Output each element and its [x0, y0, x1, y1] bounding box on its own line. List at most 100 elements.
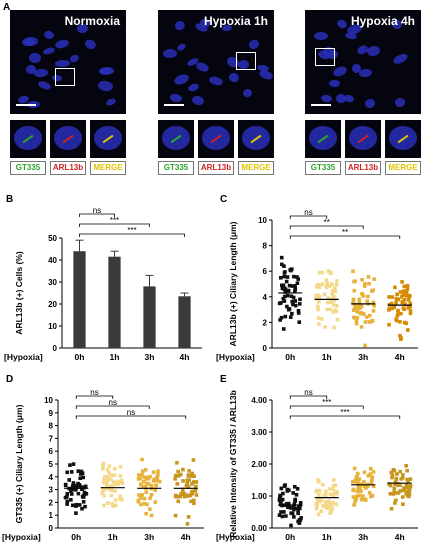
- data-point: [327, 506, 331, 511]
- chart-b: B 0 10 20 30 40 50 ARL13b (+) Cells (%) 0h 1h 3h 4h…: [4, 194, 202, 362]
- nucleus: [29, 52, 42, 64]
- data-point: [393, 498, 398, 503]
- data-point: [325, 504, 329, 508]
- data-point: [389, 301, 394, 306]
- data-point: [282, 264, 286, 268]
- data-point: [116, 482, 121, 487]
- data-point: [353, 479, 357, 483]
- nucleus: [104, 97, 117, 108]
- data-point: [293, 499, 297, 503]
- nucleus: [313, 31, 329, 41]
- nucleus: [163, 48, 178, 59]
- data-point: [286, 288, 291, 293]
- data-point: [190, 482, 194, 486]
- data-point: [189, 474, 193, 478]
- data-point: [281, 491, 285, 496]
- data-point: [173, 513, 178, 518]
- data-point: [332, 286, 337, 290]
- data-point: [284, 514, 288, 518]
- data-point: [136, 473, 141, 477]
- data-point: [353, 305, 358, 309]
- data-point: [359, 325, 364, 329]
- data-point: [138, 482, 143, 486]
- data-point: [277, 513, 282, 517]
- y-tick-label: 0: [49, 524, 54, 533]
- data-point: [389, 470, 394, 475]
- data-point: [314, 489, 319, 494]
- data-point: [189, 499, 193, 504]
- data-point: [357, 300, 362, 305]
- data-point: [293, 303, 298, 308]
- inset-gt335: [158, 120, 194, 158]
- data-point: [402, 284, 407, 289]
- data-point: [77, 503, 82, 507]
- inset-arl13b: [345, 120, 381, 158]
- x-tick-label: 1h: [322, 352, 332, 362]
- panel-letter-c: C: [220, 194, 227, 205]
- nucleus: [23, 36, 38, 46]
- data-point: [296, 311, 301, 315]
- data-point: [316, 304, 320, 309]
- data-point: [76, 482, 81, 487]
- data-point: [176, 473, 181, 478]
- x-tick-label: 1h: [110, 352, 120, 362]
- data-point: [351, 495, 356, 499]
- data-point: [370, 493, 375, 498]
- data-point: [392, 486, 397, 491]
- data-point: [372, 277, 376, 281]
- data-point: [295, 486, 300, 491]
- data-point: [175, 482, 180, 486]
- data-point: [283, 270, 287, 274]
- data-point: [118, 480, 122, 484]
- data-point: [151, 470, 156, 474]
- y-axis-label: Relative Intensity of GT335 / ARL13b: [228, 390, 238, 538]
- data-point: [297, 320, 302, 324]
- data-point: [395, 491, 399, 495]
- data-point: [408, 484, 413, 488]
- data-point: [279, 255, 284, 260]
- data-point: [142, 479, 146, 484]
- data-point: [406, 488, 411, 492]
- data-point: [334, 502, 338, 507]
- data-point: [191, 458, 196, 462]
- data-point: [141, 484, 146, 489]
- data-point: [350, 480, 355, 484]
- data-point: [291, 295, 296, 300]
- data-point: [184, 483, 189, 488]
- data-point: [279, 315, 284, 320]
- data-point: [149, 484, 154, 488]
- data-point: [390, 475, 394, 480]
- data-point: [139, 502, 143, 507]
- nucleus: [332, 64, 349, 79]
- data-point: [352, 315, 356, 320]
- data-point: [296, 511, 300, 516]
- data-point: [287, 307, 292, 311]
- data-point: [285, 293, 290, 298]
- data-point: [173, 473, 178, 478]
- channel-label: GT335: [10, 161, 46, 175]
- data-point: [156, 473, 160, 477]
- data-point: [401, 293, 406, 297]
- data-point: [102, 480, 106, 485]
- data-point: [321, 504, 325, 508]
- data-point: [314, 502, 319, 506]
- inset-merge: [238, 120, 274, 158]
- data-point: [355, 471, 360, 476]
- data-point: [316, 316, 321, 320]
- data-point: [282, 484, 287, 488]
- data-point: [408, 309, 413, 313]
- data-point: [65, 470, 69, 475]
- data-point: [327, 487, 332, 491]
- nucleus: [320, 94, 333, 104]
- data-point: [102, 477, 107, 482]
- data-point: [391, 492, 396, 496]
- data-point: [105, 467, 110, 472]
- data-point: [296, 508, 300, 513]
- data-point: [355, 316, 360, 320]
- data-point: [357, 297, 362, 302]
- data-point: [178, 472, 183, 477]
- data-point: [279, 510, 283, 514]
- sig-bracket: [289, 415, 401, 419]
- bar: [143, 286, 156, 348]
- data-point: [365, 299, 369, 303]
